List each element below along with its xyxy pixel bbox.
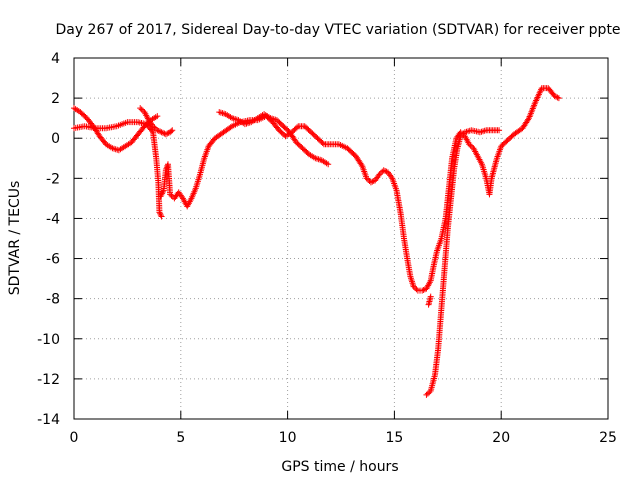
- data-point: [424, 390, 431, 397]
- data-point: [419, 287, 426, 294]
- data-point: [325, 161, 332, 168]
- data-point: [162, 131, 169, 138]
- x-tick-label: 25: [599, 430, 617, 446]
- series-arc-b: [71, 119, 165, 220]
- data-point: [168, 128, 175, 135]
- data-point: [554, 94, 561, 101]
- data-point: [427, 293, 434, 300]
- data-point: [410, 283, 417, 290]
- tick-labels: 0 5 10 15 20 25 -14 -12 -10 -8 -6 -4 -2 0 2 4: [37, 51, 617, 446]
- data-point: [167, 191, 174, 198]
- data-marks: [71, 85, 562, 398]
- y-tick-label: 2: [51, 91, 60, 107]
- data-point: [365, 176, 372, 183]
- data-point: [157, 210, 164, 217]
- data-point: [137, 105, 144, 112]
- data-point: [457, 133, 464, 140]
- y-tick-label: 4: [51, 51, 60, 67]
- data-point: [553, 93, 560, 100]
- data-point: [157, 212, 164, 219]
- data-point: [376, 171, 383, 178]
- data-point: [367, 179, 374, 186]
- data-point: [154, 127, 161, 134]
- data-point: [459, 131, 466, 138]
- y-tick-label: -4: [46, 211, 60, 227]
- x-tick-label: 10: [279, 430, 297, 446]
- y-tick-label: -10: [37, 332, 60, 348]
- data-point: [369, 178, 376, 185]
- data-point: [426, 389, 433, 396]
- data-point: [460, 130, 467, 137]
- gridlines: [74, 58, 608, 419]
- x-tick-label: 5: [176, 430, 185, 446]
- data-point: [154, 113, 161, 120]
- data-point: [420, 286, 427, 293]
- data-point: [358, 161, 365, 168]
- x-tick-label: 15: [385, 430, 403, 446]
- series-arc-d: [157, 85, 562, 294]
- series-arc-f: [425, 293, 434, 308]
- data-point: [551, 93, 558, 100]
- data-point: [169, 127, 176, 134]
- y-tick-label: -12: [37, 372, 60, 388]
- y-tick-label: -2: [46, 171, 60, 187]
- series-arc-e: [216, 109, 332, 168]
- y-tick-label: -6: [46, 252, 60, 268]
- data-point: [227, 124, 234, 131]
- data-point: [412, 284, 419, 291]
- data-point: [138, 106, 145, 113]
- data-point: [466, 141, 473, 148]
- data-point: [423, 391, 430, 398]
- data-point: [377, 169, 384, 176]
- data-point: [293, 124, 300, 131]
- y-tick-label: 0: [51, 131, 60, 147]
- data-point: [525, 116, 532, 123]
- data-point: [150, 123, 157, 130]
- chart-title: Day 267 of 2017, Sidereal Day-to-day VTE…: [55, 22, 620, 38]
- data-point: [157, 128, 164, 135]
- data-point: [363, 175, 370, 182]
- data-point: [158, 213, 165, 220]
- data-point: [555, 95, 562, 102]
- data-point: [155, 127, 162, 134]
- data-point: [319, 140, 326, 147]
- y-axis-label: SDTVAR / TECUs: [7, 181, 23, 296]
- data-point: [156, 209, 163, 216]
- x-tick-label: 20: [492, 430, 510, 446]
- y-tick-label: -8: [46, 292, 60, 308]
- x-tick-label: 0: [70, 430, 79, 446]
- axes: [73, 57, 609, 420]
- data-point: [380, 167, 387, 174]
- data-point: [467, 142, 474, 149]
- data-point: [382, 167, 389, 174]
- x-axis-label: GPS time / hours: [281, 459, 398, 475]
- data-point: [151, 124, 158, 131]
- y-tick-label: -14: [37, 412, 60, 428]
- data-point: [164, 130, 171, 137]
- data-point: [148, 127, 155, 134]
- data-point: [496, 127, 503, 134]
- data-point: [413, 286, 420, 293]
- data-point: [160, 129, 166, 136]
- series-arc-g: [423, 127, 503, 398]
- plot-frame: [73, 57, 609, 420]
- data-point: [158, 129, 165, 136]
- series-arc-c: [137, 105, 176, 138]
